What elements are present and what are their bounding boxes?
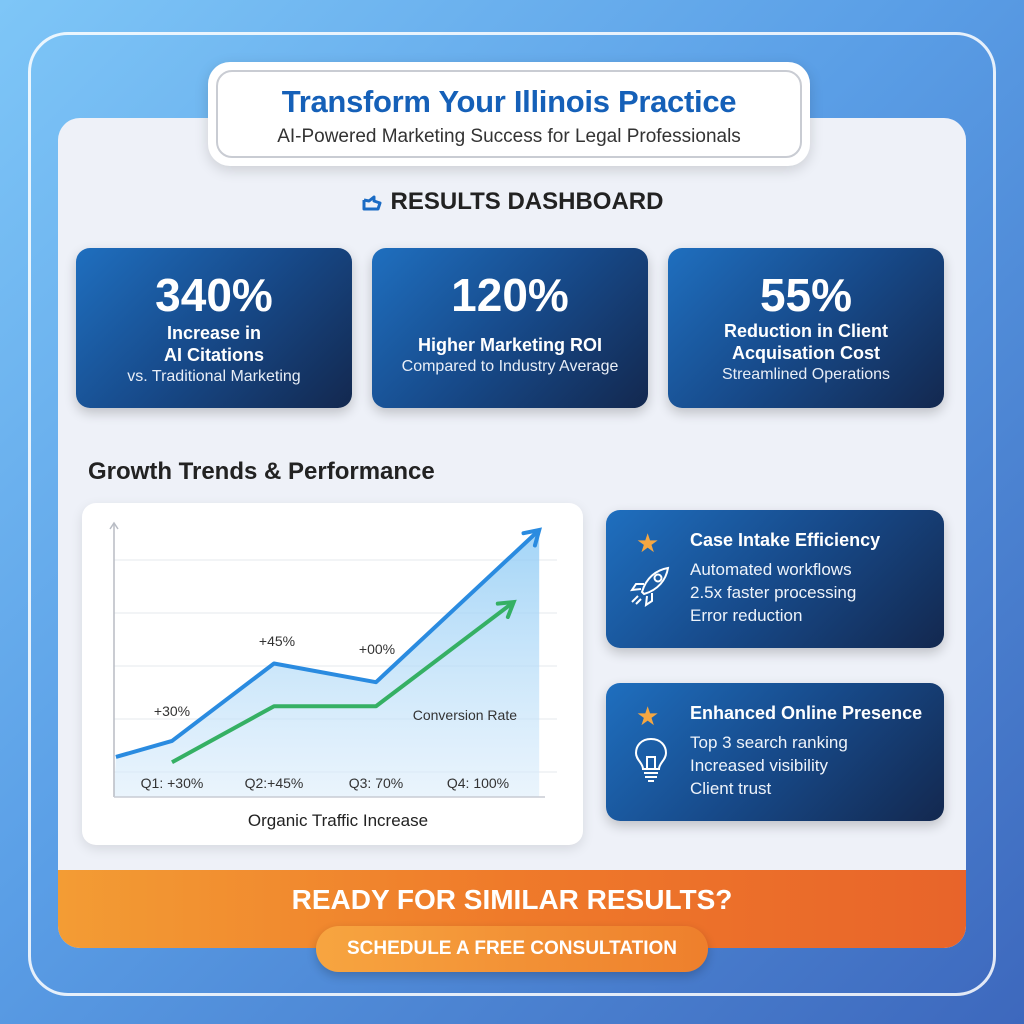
series-arrowhead: [521, 527, 542, 548]
stat-card-acquisition-cost: 55% Reduction in Client Acquisation Cost…: [668, 248, 944, 408]
series-arrowhead: [495, 599, 517, 619]
feature-line: 2.5x faster processing: [690, 583, 857, 602]
stat-label: Reduction in Client: [724, 321, 888, 341]
page-subtitle: AI-Powered Marketing Success for Legal P…: [277, 126, 741, 147]
data-annotation: +45%: [259, 633, 295, 649]
series-line: [171, 600, 515, 765]
stat-label: Increase in: [166, 323, 262, 343]
outer-frame: [28, 32, 996, 996]
feature-card-online-presence: ★ Enhanced Online Presence Top 3 search …: [606, 683, 944, 821]
schedule-consultation-button[interactable]: SCHEDULE A FREE CONSULTATION: [316, 926, 708, 972]
feature-line: Increased visibility: [690, 756, 828, 775]
stat-value: 55%: [759, 269, 853, 321]
x-axis-label: Organic Traffic Increase: [248, 811, 428, 830]
feature-title: Case Intake Efficiency: [690, 530, 881, 550]
star-icon: ★: [636, 701, 660, 731]
main-panel: RESULTS DASHBOARD 340% Increase in AI Ci…: [58, 118, 966, 948]
section-title: Growth Trends & Performance: [88, 458, 435, 485]
dashboard-heading: RESULTS DASHBOARD: [58, 188, 966, 216]
x-tick-label: Q1: +30%: [141, 775, 204, 791]
stat-caption: Compared to Industry Average: [401, 358, 619, 375]
star-icon: ★: [636, 528, 660, 558]
x-tick-label: Q4: 100%: [447, 775, 509, 791]
feature-line: Error reduction: [690, 606, 803, 625]
area-fill: [114, 530, 540, 797]
stat-caption: vs. Traditional Marketing: [127, 368, 301, 385]
header-box: Transform Your Illinois Practice AI-Powe…: [208, 62, 810, 166]
data-annotation: +00%: [359, 641, 395, 657]
share-arrow-icon: [362, 195, 382, 211]
y-axis-arrow: [109, 521, 119, 530]
series-line: [115, 528, 541, 759]
feature-line: Client trust: [690, 779, 772, 798]
stat-value: 120%: [451, 269, 569, 321]
feature-card-case-intake: ★ Case Intake Efficiency Automated workf…: [606, 510, 944, 648]
rocket-icon: [629, 566, 670, 608]
series-label: Conversion Rate: [413, 707, 517, 723]
x-tick-label: Q3: 70%: [349, 775, 403, 791]
feature-line: Automated workflows: [690, 560, 852, 579]
stat-value: 340%: [155, 269, 273, 321]
lightbulb-icon: [634, 737, 668, 782]
dashboard-title: RESULTS DASHBOARD: [390, 188, 664, 215]
feature-title: Enhanced Online Presence: [690, 703, 923, 723]
stat-label: Acquisation Cost: [731, 343, 880, 363]
growth-chart-card: Conversion Rate +30% +45% +00% Q1: +30% Q2:+4…: [82, 503, 583, 845]
page-title: Transform Your Illinois Practice: [281, 84, 737, 119]
stat-label: Higher Marketing ROI: [417, 335, 603, 355]
stat-card-ai-citations: 340% Increase in AI Citations vs. Tradit…: [76, 248, 352, 408]
growth-chart: Conversion Rate +30% +45% +00% Q1: +30% Q2:+4…: [109, 521, 557, 830]
data-annotation: +30%: [154, 703, 190, 719]
stat-label: AI Citations: [163, 345, 264, 365]
cta-question: READY FOR SIMILAR RESULTS?: [291, 884, 733, 915]
feature-line: Top 3 search ranking: [690, 733, 848, 752]
stat-caption: Streamlined Operations: [721, 366, 891, 383]
x-tick-label: Q2:+45%: [245, 775, 304, 791]
stat-card-roi: 120% Higher Marketing ROI Compared to In…: [372, 248, 648, 408]
